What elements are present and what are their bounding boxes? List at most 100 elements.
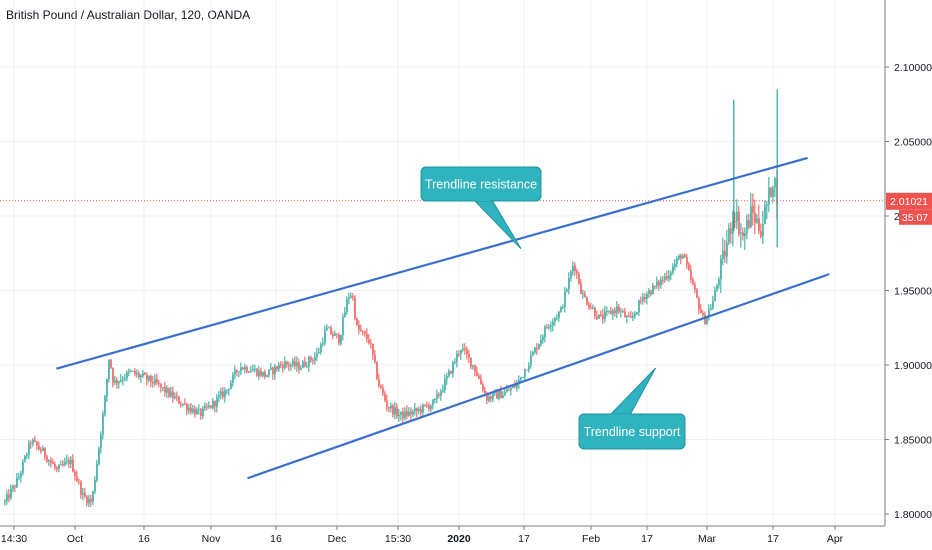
candle-body	[758, 218, 760, 232]
candle-body	[634, 313, 636, 317]
candle-body	[388, 407, 390, 409]
candle-body	[706, 316, 708, 325]
candle-body	[380, 385, 382, 388]
candle-body	[460, 349, 462, 355]
x-tick-label: Oct	[67, 533, 83, 545]
candle-body	[542, 336, 544, 340]
candle-body	[100, 434, 102, 448]
trendlines[interactable]	[56, 156, 830, 480]
candle-body	[246, 366, 248, 372]
candle-body	[174, 396, 176, 399]
candle-body	[632, 316, 634, 318]
candle-body	[330, 327, 332, 335]
candle-body	[342, 317, 344, 336]
candle-body	[296, 362, 298, 367]
candle-body	[4, 500, 6, 503]
candle-body	[734, 220, 736, 222]
candle-body	[184, 403, 186, 405]
candle-body	[236, 370, 238, 373]
candle-body	[108, 359, 110, 379]
candle-body	[464, 348, 466, 350]
candle-body	[170, 391, 172, 397]
candle-body	[156, 378, 158, 384]
candle-body	[514, 385, 516, 388]
candle-body	[480, 378, 482, 385]
candle-body	[654, 285, 656, 287]
candle-body	[166, 388, 168, 393]
callout-support[interactable]: Trendline support	[578, 367, 686, 450]
candle-body	[60, 464, 62, 466]
countdown-bg	[899, 209, 932, 225]
x-tick-label: 14:30	[1, 533, 27, 545]
candle-body	[26, 454, 28, 457]
candle-body	[272, 367, 274, 375]
candle-body	[302, 361, 304, 368]
y-tick-label: 1.90000	[894, 360, 932, 372]
candle-body	[356, 318, 358, 325]
candle-body	[144, 373, 146, 375]
candle-body	[414, 408, 416, 412]
candle-body	[444, 379, 446, 390]
x-tick-label: Mar	[698, 533, 717, 545]
candle-body	[544, 327, 546, 337]
candle-body	[374, 354, 376, 363]
candle-body	[488, 396, 490, 401]
candle-body	[340, 335, 342, 344]
candle-body	[10, 488, 12, 499]
candle-body	[262, 371, 264, 376]
callouts[interactable]: Trendline resistance Trendline support	[420, 166, 686, 450]
candle-body	[80, 481, 82, 495]
candle-body	[748, 220, 750, 228]
candle-body	[424, 404, 426, 406]
candle-body	[358, 324, 360, 330]
candle-body	[500, 390, 502, 399]
candle-body	[628, 316, 630, 318]
candle-body	[186, 403, 188, 411]
candle-body	[190, 407, 192, 413]
candle-body	[306, 366, 308, 368]
candle-body	[766, 204, 768, 206]
candle-body	[684, 255, 686, 258]
x-axis-ticks[interactable]: 14:30 Oct 16 Nov 16 Dec 15:30 2020 17 Feb 17 Mar 17 A…	[1, 526, 844, 545]
candle-body	[52, 462, 54, 465]
candle-body	[496, 391, 498, 399]
candle-body	[376, 362, 378, 380]
candle-body	[538, 344, 540, 350]
callout-resistance[interactable]: Trendline resistance	[420, 166, 542, 250]
countdown-value: 35:07	[902, 212, 928, 224]
candle-body	[638, 300, 640, 313]
candle-body	[746, 220, 748, 233]
candle-body	[106, 378, 108, 397]
candle-body	[202, 408, 204, 417]
candle-body	[592, 307, 594, 309]
candle-body	[44, 447, 46, 457]
candle-body	[668, 275, 670, 279]
candle-body	[228, 389, 230, 391]
candle-body	[642, 297, 644, 301]
candle-body	[702, 313, 704, 315]
candle-body	[256, 368, 258, 376]
trendline-support[interactable]	[247, 273, 830, 480]
candle-body	[608, 310, 610, 312]
y-axis-ticks[interactable]: 1.800001.850001.900001.950002.000002.050…	[885, 62, 932, 521]
candle-body	[756, 218, 758, 223]
candle-body	[578, 273, 580, 284]
candle-body	[22, 461, 24, 473]
candle-body	[396, 407, 398, 417]
candle-body	[730, 228, 732, 234]
candle-body	[230, 382, 232, 390]
x-tick-label: 17	[641, 533, 653, 545]
callout-box	[578, 413, 686, 450]
candle-body	[16, 478, 18, 488]
candle-body	[68, 460, 70, 465]
y-tick-label: 1.85000	[894, 435, 932, 447]
candle-body	[428, 405, 430, 409]
candle-body	[322, 343, 324, 345]
trendline-resistance[interactable]	[56, 156, 808, 370]
candle-body	[602, 314, 604, 320]
candle-body	[630, 316, 632, 318]
candle-body	[274, 366, 276, 375]
callout-text: Trendline support	[584, 425, 681, 439]
candle-body	[348, 297, 350, 300]
